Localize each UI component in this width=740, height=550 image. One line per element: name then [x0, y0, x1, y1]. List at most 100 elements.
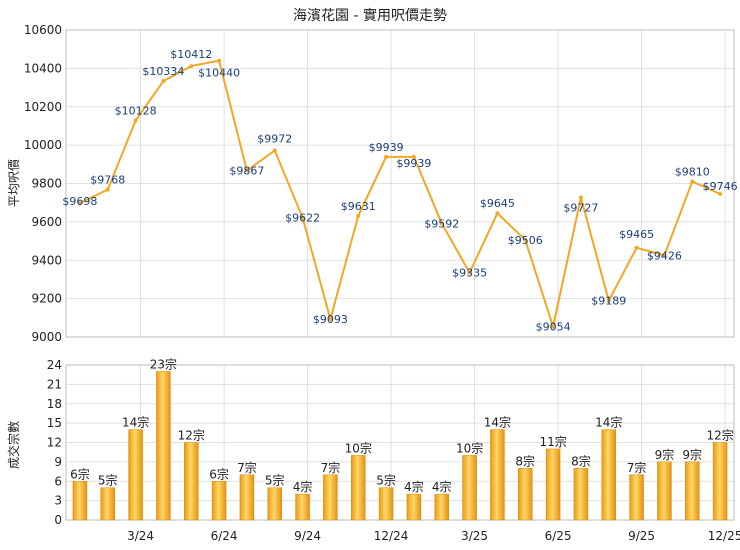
price-point: [189, 64, 194, 69]
price-data-label: $9698: [62, 195, 97, 208]
price-data-label: $10440: [198, 67, 240, 80]
price-plot-frame: [65, 29, 735, 338]
volume-y-tick-label: 12: [47, 436, 62, 450]
price-data-label: $9093: [313, 313, 348, 326]
volume-bar-chart: 0 3 6 9 12 15 18 21 24 6宗 5宗 14宗 23宗 12宗 6宗 7宗 5宗 4宗 7宗 10宗…: [47, 356, 740, 543]
price-data-label: $9622: [285, 212, 320, 225]
price-data-label: $9189: [591, 295, 626, 308]
price-point: [662, 253, 667, 258]
x-tick-label: 12/25: [708, 529, 740, 543]
x-tick-label: 9/24: [294, 529, 321, 543]
volume-bar-label: 9宗: [682, 447, 702, 462]
price-point: [244, 168, 249, 173]
price-point: [690, 179, 695, 184]
price-data-label: $9727: [563, 202, 598, 215]
price-point: [495, 211, 500, 216]
volume-bar: [184, 442, 199, 521]
volume-bar: [462, 455, 477, 521]
price-point: [105, 187, 110, 192]
price-data-label: $9867: [229, 165, 264, 178]
volume-bar-label: 14宗: [595, 415, 622, 430]
volume-bar: [295, 493, 310, 521]
price-point: [606, 298, 611, 303]
volume-bar: [378, 487, 394, 521]
chart-title: 海濱花園 - 實用呎價走勢: [293, 7, 447, 24]
price-y-tick-label: 10400: [24, 61, 62, 75]
price-data-label: $9768: [90, 174, 125, 187]
price-y-tick-label: 10200: [24, 100, 62, 114]
volume-bar-label: 23宗: [150, 356, 177, 371]
price-y-tick-label: 9600: [31, 215, 62, 229]
volume-bar: [490, 429, 505, 521]
volume-y-tick-label: 6: [54, 474, 62, 488]
x-tick-label: 3/25: [461, 529, 488, 543]
volume-bar: [211, 481, 227, 521]
price-point: [439, 221, 444, 226]
volume-bar-label: 14宗: [122, 415, 149, 430]
price-point: [384, 154, 389, 159]
price-point: [523, 237, 528, 242]
volume-bar-label: 9宗: [655, 447, 675, 462]
volume-bar: [712, 442, 728, 521]
x-tick-label: 6/24: [211, 529, 238, 543]
price-data-label: $9810: [675, 166, 710, 179]
price-y-tick-label: 9800: [31, 177, 62, 191]
volume-bar: [239, 474, 255, 521]
volume-bar: [72, 481, 88, 521]
volume-bar: [100, 487, 115, 521]
price-point: [133, 118, 138, 123]
volume-y-tick-label: 18: [47, 397, 62, 411]
price-point: [411, 154, 416, 159]
price-data-label: $9939: [369, 141, 404, 154]
x-tick-label: 12/24: [374, 529, 409, 543]
price-data-label: $9939: [396, 157, 431, 170]
price-data-label: $9645: [480, 197, 515, 210]
price-series-line: [79, 59, 721, 331]
price-point: [217, 58, 222, 63]
volume-bar-label: 5宗: [98, 473, 118, 488]
price-y-tick-label: 9000: [31, 330, 62, 344]
volume-bar: [657, 461, 672, 521]
price-data-label: $9054: [536, 321, 571, 334]
price-y-tick-label: 9400: [31, 253, 62, 267]
volume-bar: [573, 468, 589, 521]
price-point: [578, 195, 583, 200]
volume-bar: [323, 474, 338, 521]
volume-plot-frame: [65, 364, 735, 521]
price-data-label: $9465: [619, 228, 654, 241]
volume-bar-label: 12宗: [178, 428, 205, 443]
volume-bar: [156, 371, 171, 521]
volume-bar-label: 4宗: [293, 479, 313, 494]
volume-bar-label: 5宗: [376, 473, 396, 488]
volume-bar: [685, 461, 700, 521]
price-y-tick-label: 10000: [24, 138, 62, 152]
price-point: [467, 270, 472, 275]
volume-bar-label: 11宗: [539, 434, 566, 449]
price-point: [551, 324, 556, 329]
price-point: [300, 215, 305, 220]
volume-bar: [267, 487, 282, 521]
volume-bar: [351, 455, 366, 521]
price-data-label: $10412: [170, 48, 212, 61]
price-y-tick-label: 10600: [24, 23, 62, 37]
volume-bar: [128, 429, 143, 521]
price-point: [272, 148, 277, 153]
volume-bar-label: 10宗: [456, 440, 483, 455]
volume-bar-label: 4宗: [432, 479, 452, 494]
price-y-tick-label: 9200: [31, 292, 62, 306]
price-data-label: $9972: [257, 132, 292, 145]
volume-y-tick-label: 15: [47, 416, 62, 430]
volume-bar: [545, 448, 561, 521]
volume-bar-label: 8宗: [515, 453, 535, 468]
price-data-label: $9592: [424, 217, 459, 230]
price-point: [77, 201, 82, 206]
price-point: [634, 245, 639, 250]
price-point: [161, 79, 166, 84]
price-data-label: $9335: [452, 267, 487, 280]
price-point: [356, 213, 361, 218]
x-tick-label: 3/24: [127, 529, 154, 543]
volume-bar-label: 6宗: [209, 466, 229, 481]
